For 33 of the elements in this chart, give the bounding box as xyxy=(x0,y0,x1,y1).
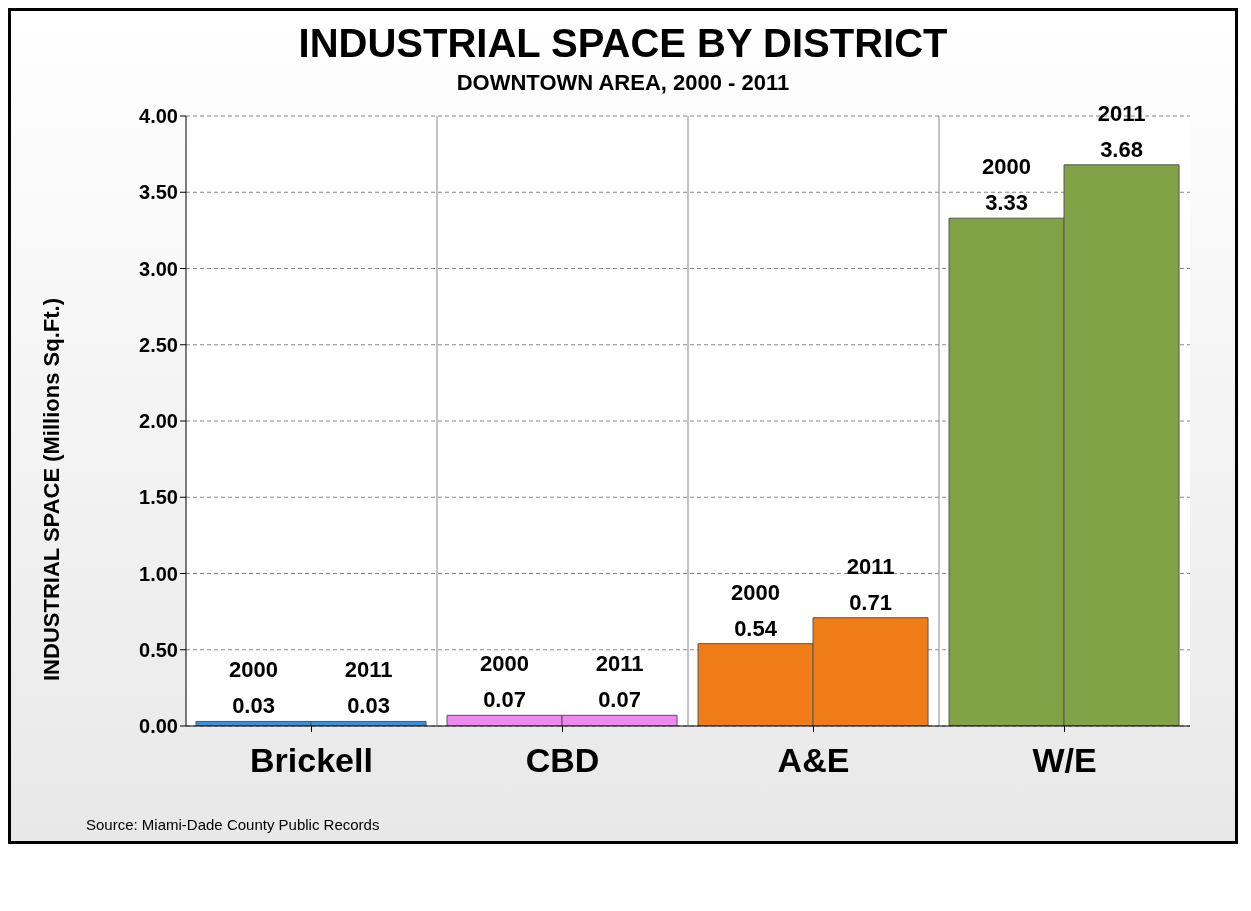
chart-subtitle: DOWNTOWN AREA, 2000 - 2011 xyxy=(455,70,791,96)
x-tick-label: Brickell xyxy=(250,741,373,780)
text: 2011 xyxy=(344,657,393,683)
y-tick-label: 0.00 xyxy=(139,715,178,738)
data-label: 3.33 xyxy=(985,190,1028,216)
data-label: 0.07 xyxy=(598,687,641,713)
source-note: Source: Miami-Dade County Public Records xyxy=(85,816,381,835)
text: 2011 xyxy=(1097,100,1146,126)
y-tick-label: 0.50 xyxy=(139,638,178,661)
x-tick-label: CBD xyxy=(525,741,600,780)
x-tick-label: W/E xyxy=(1032,741,1097,780)
data-label: 0.71 xyxy=(849,589,892,615)
series-label: 2011 xyxy=(595,651,644,677)
y-axis-title: INDUSTRIAL SPACE (Millions Sq.Ft.) xyxy=(38,298,64,681)
text: 2000 xyxy=(731,579,781,605)
text: 2011 xyxy=(846,553,895,579)
y-tick-label: 3.50 xyxy=(139,181,178,204)
x-tick-label: A&E xyxy=(777,741,850,780)
text: 2000 xyxy=(229,657,279,683)
text: 2000 xyxy=(982,154,1032,180)
chart-title: INDUSTRIAL SPACE BY DISTRICT xyxy=(297,20,949,66)
data-label: 0.07 xyxy=(483,687,526,713)
y-tick-label: 2.00 xyxy=(139,410,178,433)
series-label: 2000 xyxy=(480,651,530,677)
y-tick-label: 1.50 xyxy=(139,486,178,509)
data-label: 0.03 xyxy=(232,693,275,719)
y-tick-label: 2.50 xyxy=(139,333,178,356)
y-tick-label: 3.00 xyxy=(139,257,178,280)
data-label: 3.68 xyxy=(1100,136,1143,162)
y-tick-label: 4.00 xyxy=(139,105,178,128)
data-label: 0.03 xyxy=(347,693,390,719)
data-label: 0.54 xyxy=(734,615,778,641)
y-tick-label: 1.00 xyxy=(139,562,178,585)
